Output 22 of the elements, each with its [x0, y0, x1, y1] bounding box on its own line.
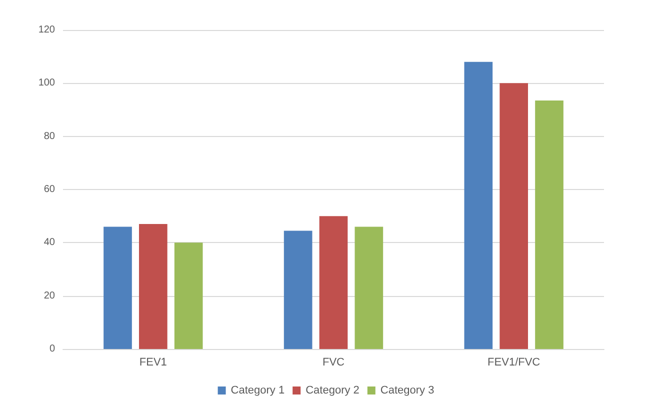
legend-label: Category 3 [380, 384, 434, 396]
x-tick-label: FEV1/FVC [488, 356, 540, 368]
bar [174, 242, 203, 349]
y-tick-label: 40 [44, 237, 56, 248]
y-tick-label: 120 [38, 24, 56, 36]
y-tick-label: 100 [38, 78, 56, 89]
bar [139, 224, 168, 349]
y-tick-label: 60 [44, 184, 56, 195]
bar [104, 226, 132, 349]
bar [464, 62, 493, 349]
legend-label: Category 2 [306, 384, 360, 396]
x-tick-label: FEV1 [139, 356, 167, 368]
legend-label: Category 1 [230, 384, 285, 396]
x-tick-label: FVC [322, 356, 345, 368]
bar [319, 216, 348, 349]
bar [500, 83, 528, 349]
bar [354, 226, 384, 349]
y-tick-label: 80 [44, 130, 56, 142]
bar [284, 230, 312, 349]
bar [535, 100, 564, 349]
y-tick-label: 0 [49, 344, 56, 354]
y-tick-label: 20 [44, 290, 56, 302]
